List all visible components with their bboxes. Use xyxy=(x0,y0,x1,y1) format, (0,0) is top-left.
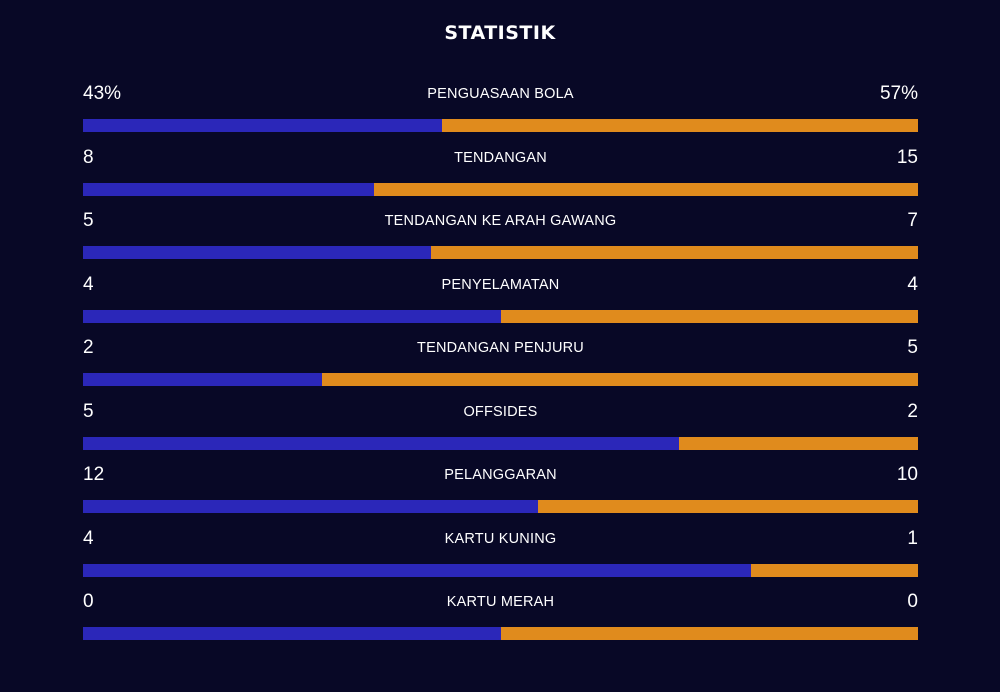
stat-label: TENDANGAN xyxy=(454,149,547,166)
home-bar xyxy=(83,627,501,640)
stat-label: TENDANGAN PENJURU xyxy=(417,340,584,356)
away-bar xyxy=(500,309,918,323)
home-bar xyxy=(83,563,751,577)
away-bar xyxy=(431,246,918,259)
home-value: 4 xyxy=(83,527,94,549)
stat-bar xyxy=(83,119,918,132)
stat-row-saves: 4 PENYELAMATAN 4 xyxy=(83,271,918,335)
stats-list: 43% PENGUASAAN BOLA 57% 8 TENDANGAN 15 5… xyxy=(83,80,918,652)
home-bar xyxy=(83,373,322,386)
home-value: 43% xyxy=(83,83,122,104)
stat-bar xyxy=(83,500,918,513)
stat-bar xyxy=(83,627,918,640)
away-value: 4 xyxy=(907,273,918,295)
away-bar xyxy=(538,500,918,513)
home-value: 5 xyxy=(83,210,94,231)
away-value: 15 xyxy=(896,146,918,168)
away-bar xyxy=(751,563,918,577)
away-bar xyxy=(321,373,918,386)
home-value: 4 xyxy=(83,273,94,295)
stat-row-shots-on-target: 5 TENDANGAN KE ARAH GAWANG 7 xyxy=(83,207,918,271)
away-value: 0 xyxy=(907,591,918,612)
stat-row-yellow-cards: 4 KARTU KUNING 1 xyxy=(83,525,918,589)
stat-bar xyxy=(83,246,918,259)
stat-row-possession: 43% PENGUASAAN BOLA 57% xyxy=(83,80,918,144)
stat-bar xyxy=(83,182,918,196)
home-bar xyxy=(83,182,374,196)
stat-row-shots: 8 TENDANGAN 15 xyxy=(83,144,918,208)
home-value: 0 xyxy=(83,591,94,612)
home-bar xyxy=(83,500,539,513)
stat-bar xyxy=(83,563,918,577)
stat-label: PENGUASAAN BOLA xyxy=(427,86,574,102)
stat-row-red-cards: 0 KARTU MERAH 0 xyxy=(83,588,918,652)
away-value: 57% xyxy=(879,83,918,104)
stat-label: KARTU MERAH xyxy=(446,594,555,610)
home-bar xyxy=(83,119,443,132)
away-bar xyxy=(442,119,918,132)
home-bar xyxy=(83,246,432,259)
away-bar xyxy=(679,436,918,450)
stat-bar xyxy=(83,436,918,450)
stat-label: PENYELAMATAN xyxy=(441,276,560,293)
stat-label: KARTU KUNING xyxy=(444,530,557,547)
home-value: 5 xyxy=(83,400,94,422)
away-bar xyxy=(373,182,918,196)
home-value: 2 xyxy=(83,337,94,358)
away-value: 10 xyxy=(896,464,918,485)
stat-bar xyxy=(83,373,918,386)
away-value: 5 xyxy=(907,337,918,358)
stat-label: OFFSIDES xyxy=(463,403,538,420)
stat-row-offsides: 5 OFFSIDES 2 xyxy=(83,398,918,462)
away-bar xyxy=(500,627,918,640)
stat-bar xyxy=(83,309,918,323)
away-value: 1 xyxy=(907,527,918,549)
stat-row-fouls: 12 PELANGGARAN 10 xyxy=(83,461,918,525)
stat-row-corners: 2 TENDANGAN PENJURU 5 xyxy=(83,334,918,398)
away-value: 2 xyxy=(907,400,918,422)
stat-label: PELANGGARAN xyxy=(444,467,557,483)
home-value: 8 xyxy=(83,146,94,168)
home-bar xyxy=(83,309,501,323)
stats-title: STATISTIK xyxy=(444,22,556,44)
home-value: 12 xyxy=(83,464,105,485)
home-bar xyxy=(83,436,680,450)
away-value: 7 xyxy=(907,210,918,231)
stat-label: TENDANGAN KE ARAH GAWANG xyxy=(384,213,617,229)
